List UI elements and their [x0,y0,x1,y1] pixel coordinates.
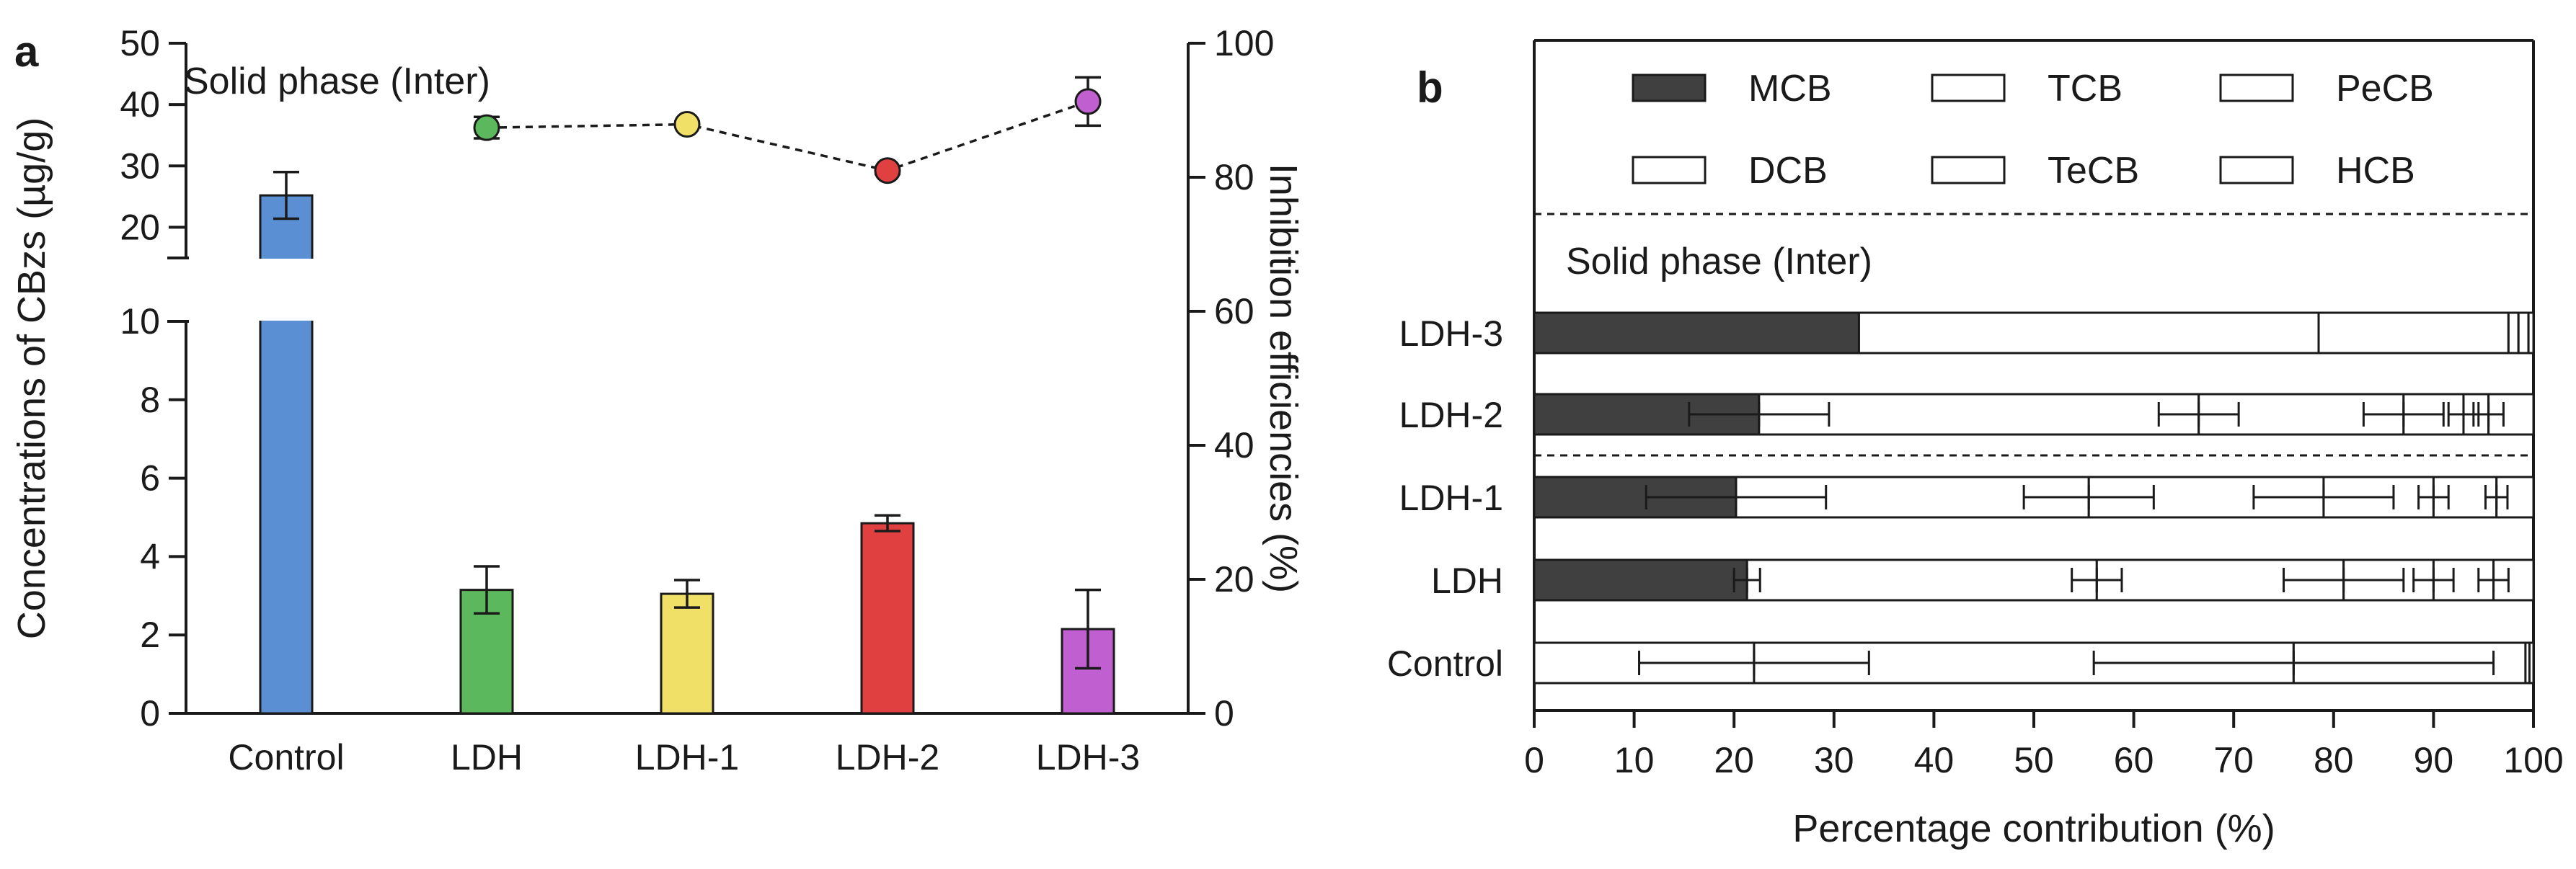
y2-tick-label: 40 [1214,425,1254,465]
segment-pecb [2517,311,2530,355]
legend-swatch-tcb [1931,73,2006,102]
y2-axis-title: Inhibition efficiencies (%) [1262,164,1305,593]
panel-a: a 0 2 4 6 8 10 20 30 40 50 0 20 40 60 80 100 Concentratio… [10,23,1305,777]
x-tick-label: 30 [1814,740,1854,780]
x-tick-label: 70 [2213,740,2254,780]
inhibition-point-ldh-3 [1074,88,1102,115]
x-tick-label: 40 [1914,740,1955,780]
x-tick-label: 50 [2014,740,2054,780]
panel-letter-a: a [14,27,39,76]
x-tick-label: Control [228,737,344,777]
y-tick-label: 2 [140,615,160,655]
legend-label-tcb: TCB [2048,68,2123,110]
y2-tick-label: 0 [1214,693,1234,734]
y-tick-label: 50 [120,23,160,63]
legend-label-hcb: HCB [2336,150,2415,192]
x-tick-label: 10 [1614,740,1655,780]
x-tick-label: 60 [2114,740,2154,780]
segment-tecb [2507,311,2520,355]
inhibition-point-ldh-1 [673,111,701,138]
y2-tick-label: 100 [1214,23,1274,63]
y-tick-label: 0 [140,693,160,734]
y2-tick-label: 20 [1214,559,1254,600]
x-axis-title: Percentage contribution (%) [1792,807,2275,850]
segment-dcb [1745,558,2098,602]
bar-ldh-2 [860,522,915,715]
bar-ldh-1 [660,592,714,715]
y-tick-label: 6 [140,458,160,499]
axis-break-gap [258,259,314,321]
y-tick-label: LDH-3 [1399,313,1503,354]
y2-tick-label: 60 [1214,291,1254,331]
legend-swatch-tecb [1931,156,2006,184]
legend-label-tecb: TeCB [2048,150,2139,192]
segment-mcb [1533,311,1860,355]
y-tick-label: 30 [120,146,160,186]
y-tick-label: 40 [120,84,160,125]
legend-label-pecb: PeCB [2336,68,2434,110]
y-tick-label: LDH-1 [1399,478,1503,518]
legend-swatch-hcb [2219,156,2294,184]
x-tick-label: 90 [2414,740,2454,780]
segment-tcb [2317,311,2510,355]
x-tick-label: 20 [1714,740,1754,780]
segment-dcb [1857,311,2320,355]
x-tick-label: 0 [1524,740,1544,780]
x-tick-label: LDH-1 [635,737,739,777]
phase-annotation: Solid phase (Inter) [184,61,490,102]
y-tick-label: 4 [140,536,160,576]
y-tick-label: LDH-2 [1399,395,1503,435]
x-tick-label: LDH-2 [836,737,939,777]
segment-hcb [2527,311,2535,355]
segment-hcb [2528,641,2535,685]
x-tick-label: LDH [451,737,523,777]
inhibition-point-ldh-2 [874,157,901,184]
y-tick-label: Control [1387,643,1503,684]
legend-label-dcb: DCB [1748,150,1828,192]
phase-annotation: Solid phase (Inter) [1566,241,1872,282]
panel-b: b MCB TCB PeCB DCB TeCB HCB Solid phase (Inter)… [1387,39,2564,850]
y-tick-label: 8 [140,380,160,420]
x-tick-label: LDH-3 [1036,737,1140,777]
legend-swatch-mcb [1632,73,1707,102]
y-tick-label: 10 [120,301,160,342]
legend-swatch-dcb [1632,156,1707,184]
panel-letter-b: b [1417,63,1443,112]
y2-tick-label: 80 [1214,157,1254,197]
legend-swatch-pecb [2219,73,2294,102]
y-tick-label: LDH [1431,561,1503,601]
legend-label-mcb: MCB [1748,68,1832,110]
inhibition-point-ldh [473,114,500,141]
x-tick-label: 80 [2314,740,2354,780]
inhibition-line [486,100,1089,172]
segment-mcb [1533,558,1748,602]
y-axis-title: Concentrations of CBzs (µg/g) [10,117,53,639]
y-tick-label: 20 [120,207,160,247]
x-tick-label: 100 [2503,740,2563,780]
